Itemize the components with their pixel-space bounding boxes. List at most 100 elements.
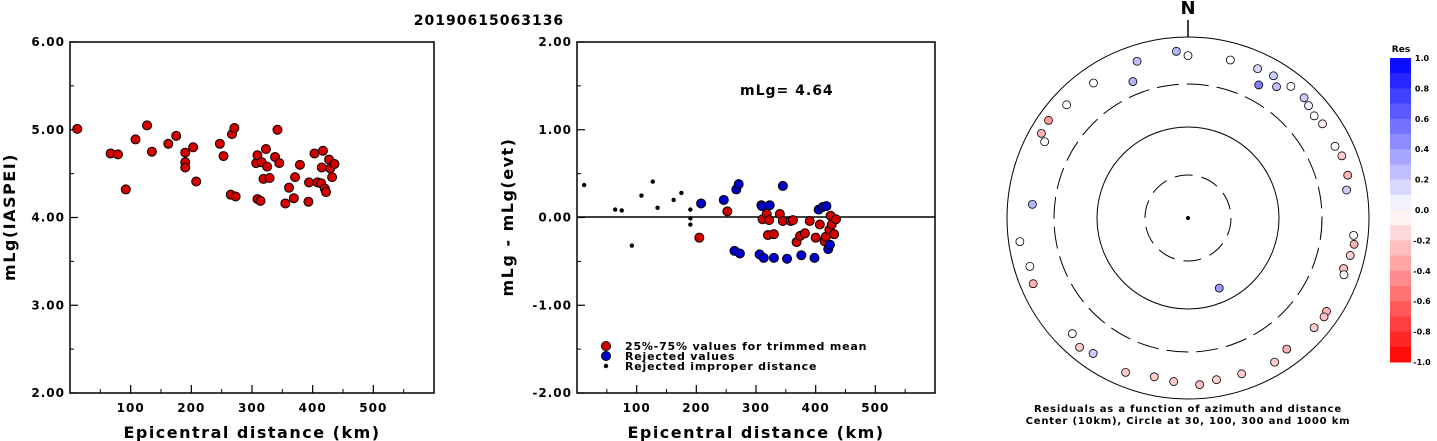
data-point: [303, 196, 314, 207]
panel-residuals: 100 200 300 400 500 -2.00 -1.00 0.00 1.00 2.00 mL…: [498, 35, 936, 441]
colorbar-swatches: [1390, 58, 1411, 363]
y-tick-label: 1.00: [538, 123, 572, 137]
data-point: [829, 229, 840, 240]
ring-1000km: [1006, 36, 1370, 400]
data-point: [255, 195, 266, 206]
polar-point: [1269, 71, 1278, 81]
data-point: [112, 149, 123, 160]
data-point: [188, 142, 199, 153]
polar-point: [1272, 82, 1281, 92]
x-tick-label: 100: [117, 401, 145, 415]
data-point: [284, 182, 295, 193]
data-point: [782, 253, 793, 264]
data-point: [229, 122, 240, 133]
data-point: [804, 216, 815, 227]
data-point: [768, 252, 779, 263]
data-point: [180, 147, 191, 158]
x-axis-label: Epicentral distance (km): [627, 423, 884, 441]
axis-ticks: 100 200 300 400 500 -2.00 -1.00 0.00 1.00 2.00: [532, 35, 906, 415]
polar-point: [1040, 137, 1050, 147]
y-tick-label: 3.00: [31, 298, 65, 312]
polar-point: [1067, 329, 1077, 339]
polar-point: [1299, 93, 1309, 103]
data-point: [821, 201, 832, 212]
data-point: [309, 148, 320, 159]
x-tick-label: 300: [742, 401, 770, 415]
colorbar-tick-label: 0.8: [1415, 84, 1430, 93]
ring-300km: [1053, 83, 1323, 353]
colorbar-tick-label: 0.2: [1415, 176, 1429, 185]
data-point: [810, 232, 821, 243]
data-point: [764, 215, 775, 226]
colorbar-swatch: [1390, 88, 1411, 105]
data-point: [619, 208, 624, 213]
data-point: [230, 191, 241, 202]
colorbar-swatch: [1390, 134, 1411, 150]
data-point: [655, 205, 660, 211]
polar-point: [1128, 77, 1138, 86]
polar-point: [1342, 185, 1352, 195]
polar-point: [1088, 349, 1098, 358]
data-point: [777, 180, 788, 191]
data-point: [288, 193, 299, 204]
polar-point: [1028, 279, 1038, 289]
data-point: [260, 144, 271, 155]
polar-point: [1254, 80, 1264, 90]
polar-point: [1337, 151, 1347, 161]
polar-point: [1253, 64, 1263, 74]
colorbar-swatch: [1390, 73, 1411, 89]
legend-marker-improper: [603, 363, 609, 369]
data-point: [799, 228, 810, 239]
data-point: [679, 190, 684, 196]
y-tick-label: 0.00: [538, 211, 572, 225]
colorbar-swatch: [1390, 118, 1411, 135]
data-point: [171, 130, 182, 141]
colorbar-swatch: [1390, 255, 1411, 272]
data-point: [688, 222, 693, 227]
colorbar-tick-label: 0.4: [1415, 145, 1430, 154]
data-point: [304, 177, 315, 188]
data-point: [814, 219, 825, 230]
colorbar-tick-label: -0.8: [1413, 328, 1431, 337]
data-point: [274, 158, 285, 169]
colorbar: Res 1.0 0.8 0.6 0.4 0.2 0.0 -0.2 -0.4 -0.6 -0.8 -1…: [1390, 45, 1431, 367]
legend-label-improper: Rejected improper distance: [625, 360, 817, 373]
ring-100km: [1096, 126, 1280, 310]
polar-point: [1149, 372, 1159, 382]
data-point: [824, 239, 835, 250]
data-point: [718, 194, 729, 205]
plot-frame: [69, 41, 435, 394]
magnitude-annotation: mLg= 4.64: [740, 83, 834, 99]
data-point: [321, 187, 332, 198]
polar-point: [1171, 46, 1181, 56]
polar-point: [1121, 367, 1131, 377]
data-point: [734, 248, 745, 259]
polar-point: [1037, 128, 1046, 138]
colorbar-tick-label: 0.6: [1415, 115, 1430, 124]
data-point: [629, 243, 635, 248]
legend: 25%-75% values for trimmed mean Rejected…: [601, 340, 867, 373]
polar-point: [1309, 323, 1319, 333]
data-point: [327, 172, 338, 183]
colorbar-tick-label: -0.4: [1413, 267, 1431, 276]
polar-point: [1270, 357, 1280, 367]
center-point: [1186, 216, 1190, 220]
data-point: [758, 252, 769, 263]
data-point: [688, 207, 693, 212]
polar-point: [1304, 101, 1313, 111]
colorbar-tick-label: -1.0: [1413, 358, 1431, 367]
x-axis-label: Epicentral distance (km): [123, 423, 380, 441]
ring-30km: [1144, 174, 1232, 262]
polar-point: [1212, 375, 1221, 385]
legend-label-trimmed: 25%-75% values for trimmed mean: [625, 340, 867, 353]
polar-point: [1319, 312, 1329, 322]
x-tick-label: 400: [802, 401, 830, 415]
x-tick-label: 200: [682, 401, 710, 415]
polar-point: [1089, 78, 1098, 88]
data-point: [787, 215, 798, 226]
polar-point: [1309, 111, 1319, 121]
y-tick-label: 2.00: [538, 35, 572, 49]
data-point: [768, 229, 779, 240]
colorbar-swatch: [1390, 58, 1411, 74]
